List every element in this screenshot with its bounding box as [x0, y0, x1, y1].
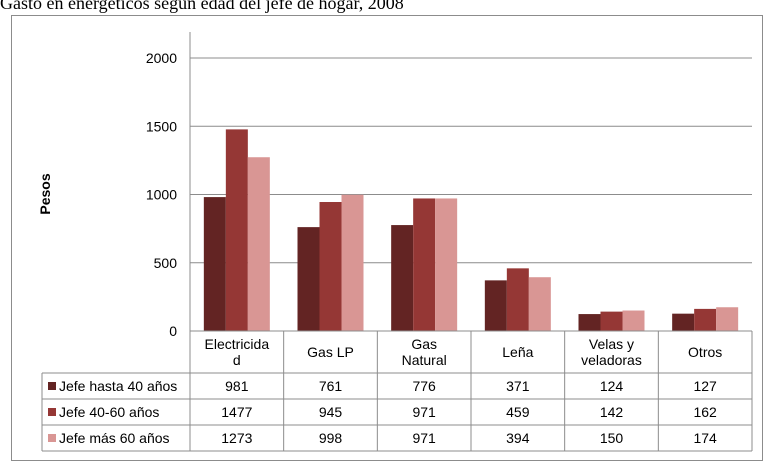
- bar: [341, 194, 364, 331]
- legend-swatch: [48, 434, 56, 442]
- bar: [413, 198, 436, 331]
- legend-swatch: [48, 408, 56, 416]
- data-label: 174: [693, 430, 717, 446]
- category-label: Gas: [411, 336, 437, 352]
- data-label: 945: [319, 404, 343, 420]
- y-tick-label: 0: [169, 323, 177, 339]
- data-label: 150: [600, 430, 624, 446]
- category-label: Leña: [502, 344, 533, 360]
- bar: [578, 314, 601, 331]
- bar: [225, 129, 248, 331]
- y-tick-label: 2000: [146, 50, 177, 66]
- bar: [506, 268, 529, 331]
- category-label: Otros: [688, 344, 722, 360]
- category-label: Gas LP: [307, 344, 354, 360]
- data-label: 371: [506, 378, 530, 394]
- data-label: 776: [412, 378, 436, 394]
- bar: [528, 277, 551, 331]
- legend-label: Jefe 40-60 años: [59, 404, 159, 420]
- bar: [435, 198, 458, 331]
- data-label: 459: [506, 404, 530, 420]
- bar: [391, 225, 414, 331]
- bar: [694, 308, 717, 331]
- legend-swatch: [48, 382, 56, 390]
- bar: [672, 313, 695, 331]
- y-tick-label: 500: [154, 255, 178, 271]
- gridlines: [190, 57, 752, 264]
- category-label: Electricida: [205, 336, 270, 352]
- y-axis-label: Pesos: [37, 173, 53, 214]
- bar: [319, 202, 342, 331]
- data-label: 162: [693, 404, 717, 420]
- bar: [247, 157, 270, 331]
- y-tick-label: 1000: [146, 187, 177, 203]
- data-label: 981: [225, 378, 249, 394]
- data-label: 394: [506, 430, 530, 446]
- data-label: 124: [600, 378, 624, 394]
- chart-frame: 0 500 1000 1500 2000 Pesos Electricida d Gas L…: [11, 15, 763, 461]
- category-label: d: [233, 352, 241, 368]
- bar: [484, 280, 507, 331]
- legend-label: Jefe más 60 años: [59, 430, 170, 446]
- data-label: 1273: [221, 430, 252, 446]
- bars: [203, 129, 739, 331]
- legend-label: Jefe hasta 40 años: [59, 378, 177, 394]
- y-tick-labels: 0 500 1000 1500 2000: [146, 50, 177, 339]
- category-label: Velas y: [589, 336, 634, 352]
- data-label: 761: [319, 378, 343, 394]
- bar: [622, 310, 645, 331]
- category-label: veladoras: [581, 352, 642, 368]
- data-label: 971: [412, 430, 436, 446]
- bar: [600, 311, 623, 331]
- data-label: 998: [319, 430, 343, 446]
- chart-caption: Gasto en energéticos según edad del jefe…: [0, 0, 404, 13]
- y-tick-label: 1500: [146, 118, 177, 134]
- data-label: 971: [412, 404, 436, 420]
- bar: [203, 197, 226, 331]
- data-label: 1477: [221, 404, 252, 420]
- bar: [297, 227, 320, 331]
- data-label: 142: [600, 404, 624, 420]
- bar: [716, 307, 739, 331]
- data-label: 127: [693, 378, 717, 394]
- category-label: Natural: [402, 352, 447, 368]
